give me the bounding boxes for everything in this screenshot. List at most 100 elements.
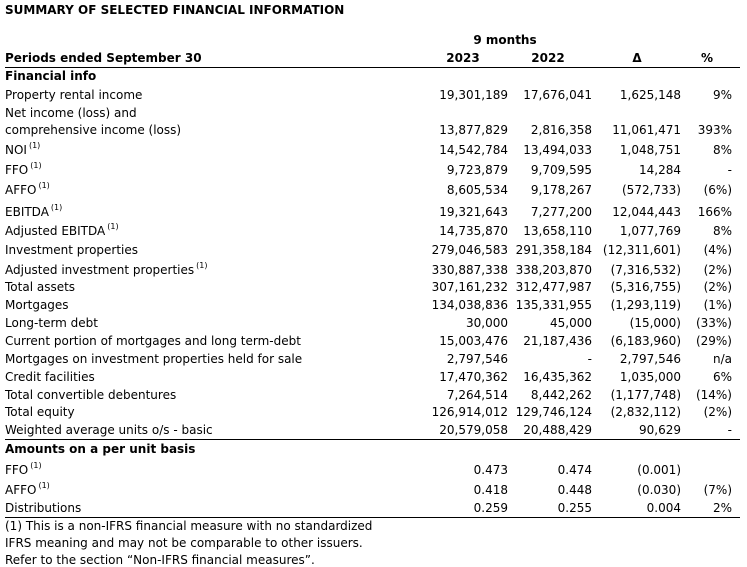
row-label: Mortgages bbox=[5, 298, 69, 312]
rule bbox=[5, 439, 740, 440]
cell-y2023: 19,321,643 bbox=[439, 205, 508, 219]
row-label: FFO (1) bbox=[5, 161, 42, 178]
cell-delta: (6,183,960) bbox=[610, 334, 681, 348]
row-label: Total convertible debentures bbox=[5, 388, 177, 402]
cell-y2022: 312,477,987 bbox=[515, 280, 592, 294]
cell-y2023: 8,605,534 bbox=[446, 183, 508, 197]
cell-y2022: 20,488,429 bbox=[523, 423, 592, 437]
row-label: Weighted average units o/s - basic bbox=[5, 423, 213, 437]
cell-delta: 14,284 bbox=[639, 163, 681, 177]
cell-delta: 0.004 bbox=[646, 501, 681, 515]
cell-y2023: 15,003,476 bbox=[439, 334, 508, 348]
cell-delta: (7,316,532) bbox=[610, 263, 681, 277]
cell-pct: n/a bbox=[712, 352, 732, 366]
row-label: Distributions bbox=[5, 501, 82, 515]
cell-y2022: 0.474 bbox=[557, 463, 592, 477]
footnote-ref: (1) bbox=[30, 161, 42, 170]
cell-y2022: 291,358,184 bbox=[515, 243, 592, 257]
row-label: NOI (1) bbox=[5, 141, 41, 158]
cell-pct: (33%) bbox=[695, 316, 732, 330]
cell-y2023: 134,038,836 bbox=[431, 298, 508, 312]
cell-y2022: 8,442,262 bbox=[530, 388, 592, 402]
row-label: Total assets bbox=[5, 280, 76, 294]
column-header: Δ bbox=[632, 51, 642, 65]
row-label: EBITDA (1) bbox=[5, 203, 63, 220]
cell-y2023: 126,914,012 bbox=[431, 405, 508, 419]
footnote: IFRS meaning and may not be comparable t… bbox=[5, 536, 363, 550]
cell-pct: 8% bbox=[712, 224, 732, 238]
section-title: Financial info bbox=[5, 69, 97, 83]
footnote-ref: (1) bbox=[107, 222, 119, 231]
cell-y2023: 279,046,583 bbox=[431, 243, 508, 257]
footnote-ref: (1) bbox=[30, 461, 42, 470]
cell-delta: (0.001) bbox=[637, 463, 681, 477]
cell-y2022: 9,178,267 bbox=[530, 183, 592, 197]
cell-y2022: 21,187,436 bbox=[523, 334, 592, 348]
cell-y2023: 17,470,362 bbox=[439, 370, 508, 384]
cell-y2022: 45,000 bbox=[550, 316, 592, 330]
cell-delta: (1,177,748) bbox=[610, 388, 681, 402]
column-header: Periods ended September 30 bbox=[5, 51, 202, 65]
cell-delta: (1,293,119) bbox=[610, 298, 681, 312]
cell-y2022: 16,435,362 bbox=[523, 370, 592, 384]
cell-pct: - bbox=[727, 423, 732, 437]
row-label: Property rental income bbox=[5, 88, 143, 102]
cell-pct: (1%) bbox=[703, 298, 732, 312]
column-header: % bbox=[700, 51, 714, 65]
cell-y2022: - bbox=[587, 352, 592, 366]
row-label: comprehensive income (loss) bbox=[5, 123, 182, 137]
cell-y2022: 129,746,124 bbox=[515, 405, 592, 419]
cell-pct: (14%) bbox=[695, 388, 732, 402]
cell-y2023: 307,161,232 bbox=[431, 280, 508, 294]
row-label: Current portion of mortgages and long te… bbox=[5, 334, 301, 348]
row-label: Adjusted investment properties (1) bbox=[5, 261, 208, 278]
group-header: 9 months bbox=[473, 33, 537, 47]
cell-delta: (5,316,755) bbox=[610, 280, 681, 294]
footnote-ref: (1) bbox=[38, 481, 50, 490]
cell-delta: (2,832,112) bbox=[610, 405, 681, 419]
cell-y2022: 7,277,200 bbox=[530, 205, 592, 219]
cell-pct: 9% bbox=[712, 88, 732, 102]
cell-y2023: 9,723,879 bbox=[446, 163, 508, 177]
footnote: (1) This is a non-IFRS financial measure… bbox=[5, 519, 373, 533]
cell-delta: (572,733) bbox=[622, 183, 681, 197]
cell-pct: 393% bbox=[697, 123, 732, 137]
cell-y2023: 14,542,784 bbox=[439, 143, 508, 157]
cell-delta: 1,035,000 bbox=[619, 370, 681, 384]
cell-delta: 11,061,471 bbox=[612, 123, 681, 137]
cell-y2022: 13,658,110 bbox=[523, 224, 592, 238]
cell-delta: 12,044,443 bbox=[612, 205, 681, 219]
row-label: Adjusted EBITDA (1) bbox=[5, 222, 119, 239]
cell-delta: 1,077,769 bbox=[619, 224, 681, 238]
cell-pct: (2%) bbox=[703, 280, 732, 294]
cell-delta: (12,311,601) bbox=[602, 243, 681, 257]
column-header: 2023 bbox=[446, 51, 480, 65]
cell-pct: (29%) bbox=[695, 334, 732, 348]
cell-delta: (0.030) bbox=[637, 483, 681, 497]
cell-pct: 6% bbox=[712, 370, 732, 384]
cell-pct: 2% bbox=[712, 501, 732, 515]
row-label: Net income (loss) and bbox=[5, 106, 137, 120]
row-label: Investment properties bbox=[5, 243, 139, 257]
row-label: AFFO (1) bbox=[5, 181, 50, 198]
cell-y2023: 2,797,546 bbox=[446, 352, 508, 366]
row-label: Long-term debt bbox=[5, 316, 99, 330]
cell-pct: (7%) bbox=[703, 483, 732, 497]
cell-y2022: 135,331,955 bbox=[515, 298, 592, 312]
cell-pct: (2%) bbox=[703, 405, 732, 419]
cell-y2023: 0.473 bbox=[473, 463, 508, 477]
cell-delta: (15,000) bbox=[629, 316, 681, 330]
cell-y2022: 9,709,595 bbox=[530, 163, 592, 177]
footnote: Refer to the section “Non-IFRS financial… bbox=[5, 553, 315, 567]
cell-y2022: 13,494,033 bbox=[523, 143, 592, 157]
cell-y2022: 0.448 bbox=[557, 483, 592, 497]
cell-y2023: 13,877,829 bbox=[439, 123, 508, 137]
cell-y2023: 19,301,189 bbox=[439, 88, 508, 102]
rule bbox=[5, 67, 740, 68]
footnote-ref: (1) bbox=[38, 181, 50, 190]
footnote-ref: (1) bbox=[28, 141, 41, 150]
cell-y2022: 0.255 bbox=[557, 501, 592, 515]
cell-pct: 166% bbox=[697, 205, 732, 219]
cell-y2022: 2,816,358 bbox=[530, 123, 592, 137]
